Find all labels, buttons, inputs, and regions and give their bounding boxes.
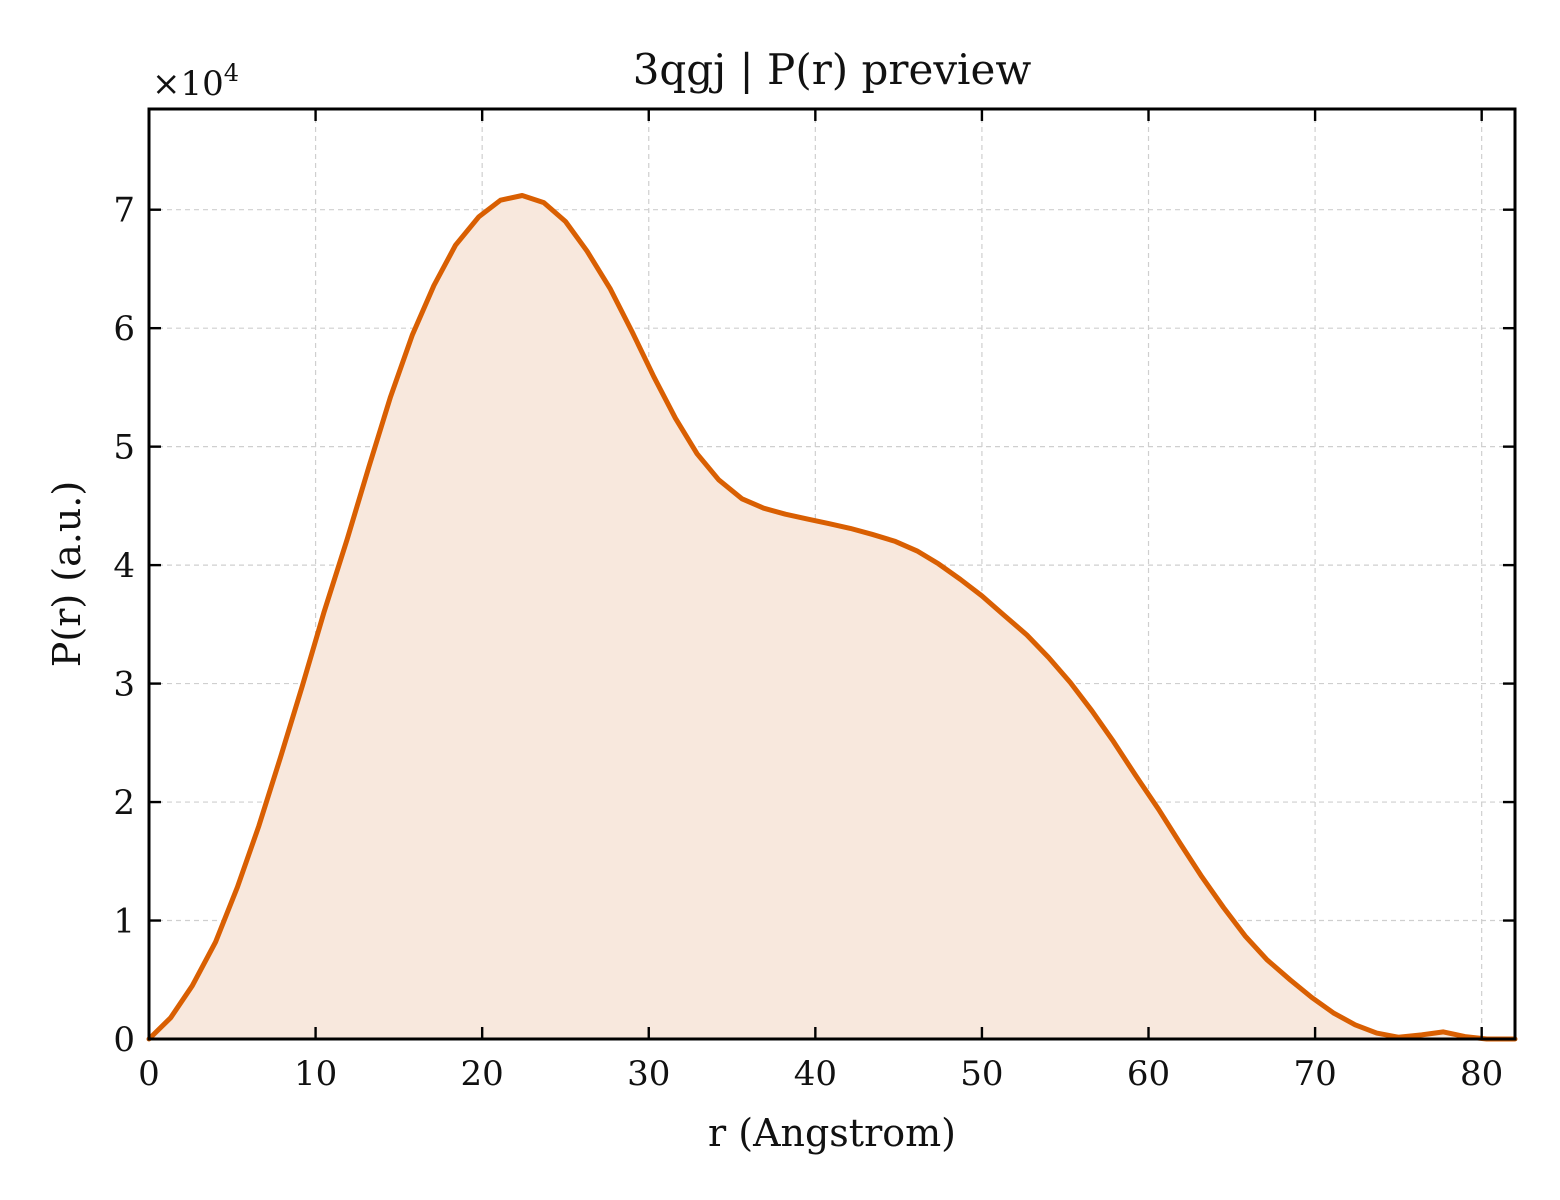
y-multiplier-exponent: 4 <box>224 59 239 87</box>
y-tick-label: 6 <box>113 309 135 349</box>
area-layer <box>149 195 1515 1039</box>
pr-series-line <box>146 193 1518 1042</box>
chart-title: 3qgj | P(r) preview <box>633 45 1032 94</box>
y-tick-label: 5 <box>113 428 135 468</box>
line-layer <box>146 193 1518 1042</box>
x-tick-label: 60 <box>1127 1054 1170 1094</box>
x-tick-label: 10 <box>294 1054 337 1094</box>
tick-layer: 0 10 20 30 40 50 60 70 80 0 1 2 3 4 5 6 7 <box>113 109 1515 1094</box>
y-multiplier-base: ×10 <box>152 64 224 104</box>
y-multiplier: ×104 <box>152 59 239 104</box>
y-tick-label: 4 <box>113 546 135 586</box>
y-tick-label: 1 <box>113 902 135 942</box>
y-tick-label: 0 <box>113 1020 135 1060</box>
y-tick-label: 2 <box>113 783 135 823</box>
x-tick-label: 20 <box>461 1054 504 1094</box>
y-tick-label: 7 <box>113 191 135 231</box>
x-tick-label: 40 <box>794 1054 837 1094</box>
x-axis-label: r (Angstrom) <box>708 1111 956 1155</box>
x-tick-label: 30 <box>627 1054 670 1094</box>
x-tick-label: 70 <box>1293 1054 1336 1094</box>
y-tick-label: 3 <box>113 665 135 705</box>
plot-frame <box>147 107 1517 1041</box>
x-tick-label: 80 <box>1460 1054 1503 1094</box>
y-axis-label: P(r) (a.u.) <box>45 481 89 667</box>
x-tick-label: 50 <box>960 1054 1003 1094</box>
x-tick-label: 0 <box>138 1054 160 1094</box>
pr-area-fill <box>149 195 1515 1039</box>
